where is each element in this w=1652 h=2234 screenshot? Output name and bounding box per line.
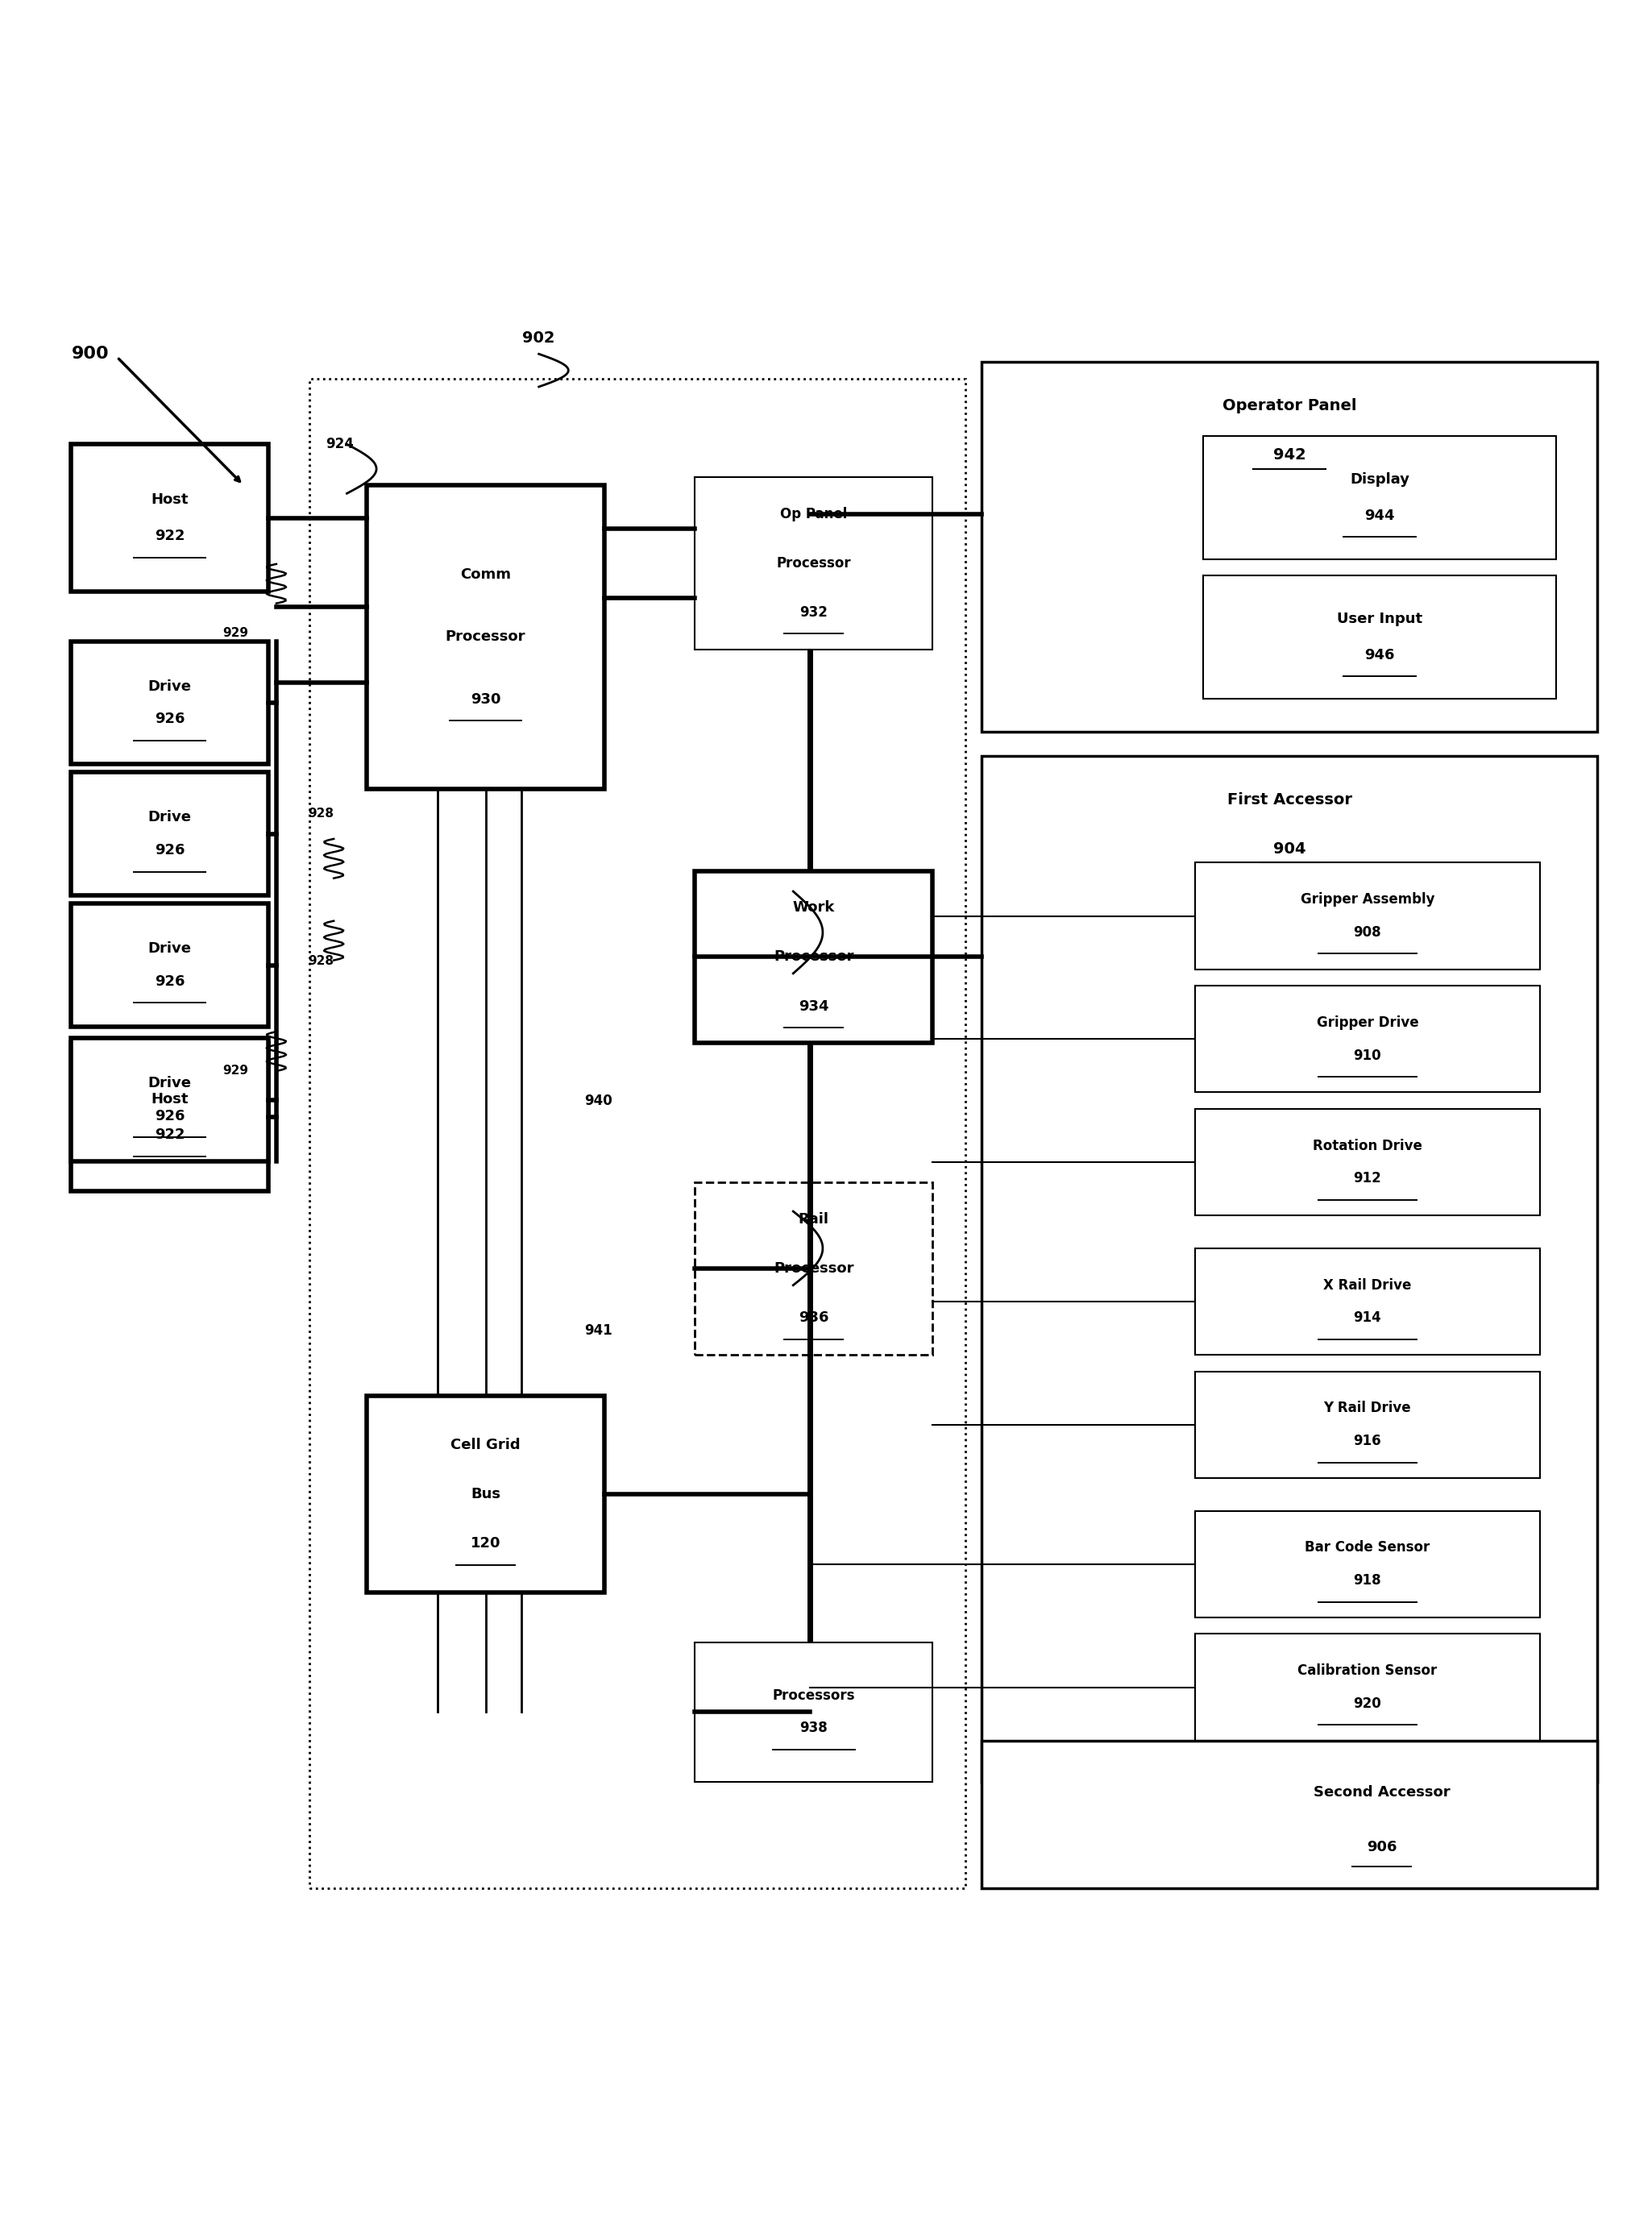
Text: 906: 906 (1366, 1839, 1398, 1854)
Text: 926: 926 (155, 1108, 185, 1124)
Text: Cell Grid: Cell Grid (451, 1439, 520, 1452)
Text: Display: Display (1350, 471, 1409, 487)
FancyBboxPatch shape (71, 1043, 268, 1191)
Text: 914: 914 (1353, 1311, 1381, 1325)
FancyBboxPatch shape (1194, 862, 1540, 970)
Text: 924: 924 (325, 438, 354, 451)
FancyBboxPatch shape (1194, 1249, 1540, 1356)
Text: 120: 120 (471, 1537, 501, 1550)
Text: 910: 910 (1353, 1048, 1381, 1063)
Text: 938: 938 (800, 1720, 828, 1736)
Text: 941: 941 (585, 1323, 613, 1338)
Text: 930: 930 (471, 693, 501, 706)
Text: Bar Code Sensor: Bar Code Sensor (1305, 1541, 1431, 1555)
Text: Processor: Processor (776, 556, 851, 570)
Text: 932: 932 (800, 605, 828, 619)
Text: Drive: Drive (149, 941, 192, 956)
Text: Drive: Drive (149, 679, 192, 693)
FancyBboxPatch shape (367, 485, 605, 789)
Text: 942: 942 (1274, 447, 1307, 462)
Text: Rotation Drive: Rotation Drive (1313, 1139, 1422, 1153)
FancyBboxPatch shape (695, 871, 933, 1043)
Text: 926: 926 (155, 974, 185, 990)
Text: 929: 929 (223, 1066, 248, 1077)
Text: Gripper Drive: Gripper Drive (1317, 1016, 1419, 1030)
FancyBboxPatch shape (1194, 1510, 1540, 1617)
Text: Second Accessor: Second Accessor (1313, 1785, 1450, 1801)
FancyBboxPatch shape (367, 1396, 605, 1593)
FancyBboxPatch shape (981, 755, 1597, 1780)
Text: 918: 918 (1353, 1573, 1381, 1588)
Text: 928: 928 (307, 806, 334, 820)
Text: Operator Panel: Operator Panel (1222, 398, 1356, 413)
Text: 902: 902 (522, 331, 555, 346)
Text: Host: Host (150, 494, 188, 507)
Text: 912: 912 (1353, 1171, 1381, 1186)
Text: Y Rail Drive: Y Rail Drive (1323, 1401, 1411, 1416)
FancyBboxPatch shape (71, 1039, 268, 1162)
FancyBboxPatch shape (71, 905, 268, 1028)
Text: 920: 920 (1353, 1696, 1381, 1711)
Text: 904: 904 (1274, 842, 1305, 856)
Text: Processor: Processor (773, 949, 854, 965)
Text: Processors: Processors (773, 1689, 856, 1702)
Text: Rail: Rail (798, 1213, 829, 1226)
FancyBboxPatch shape (1194, 1372, 1540, 1479)
Text: 946: 946 (1365, 648, 1394, 661)
Text: 926: 926 (155, 842, 185, 858)
Text: Processor: Processor (773, 1262, 854, 1276)
FancyBboxPatch shape (1203, 436, 1556, 558)
FancyBboxPatch shape (1194, 1108, 1540, 1215)
FancyBboxPatch shape (71, 641, 268, 764)
Text: 929: 929 (223, 628, 248, 639)
Text: 926: 926 (155, 713, 185, 726)
FancyBboxPatch shape (981, 1740, 1597, 1888)
Text: Work: Work (793, 900, 834, 916)
FancyBboxPatch shape (1194, 985, 1540, 1092)
FancyBboxPatch shape (1194, 1633, 1540, 1740)
FancyBboxPatch shape (695, 478, 933, 650)
Text: Processor: Processor (446, 630, 525, 643)
FancyBboxPatch shape (981, 362, 1597, 731)
Text: Comm: Comm (461, 567, 510, 581)
Text: User Input: User Input (1336, 612, 1422, 626)
Text: 900: 900 (71, 346, 109, 362)
FancyBboxPatch shape (71, 445, 268, 592)
Text: 908: 908 (1353, 925, 1381, 941)
FancyBboxPatch shape (1203, 576, 1556, 699)
Text: Op Panel: Op Panel (780, 507, 847, 521)
Text: Drive: Drive (149, 811, 192, 824)
Text: 934: 934 (798, 999, 829, 1014)
Text: 940: 940 (585, 1092, 613, 1108)
Text: X Rail Drive: X Rail Drive (1323, 1278, 1411, 1293)
FancyBboxPatch shape (71, 773, 268, 896)
Text: 944: 944 (1365, 509, 1394, 523)
Text: Drive: Drive (149, 1077, 192, 1090)
Text: 916: 916 (1353, 1434, 1381, 1448)
Text: Host: Host (150, 1092, 188, 1106)
Text: Bus: Bus (471, 1488, 501, 1501)
Text: Calibration Sensor: Calibration Sensor (1298, 1664, 1437, 1678)
Text: 928: 928 (307, 956, 334, 967)
Text: Gripper Assembly: Gripper Assembly (1300, 891, 1434, 907)
Text: 936: 936 (798, 1311, 829, 1325)
Text: First Accessor: First Accessor (1227, 793, 1351, 806)
Text: 922: 922 (155, 1128, 185, 1142)
Text: 922: 922 (155, 529, 185, 543)
FancyBboxPatch shape (695, 1642, 933, 1780)
